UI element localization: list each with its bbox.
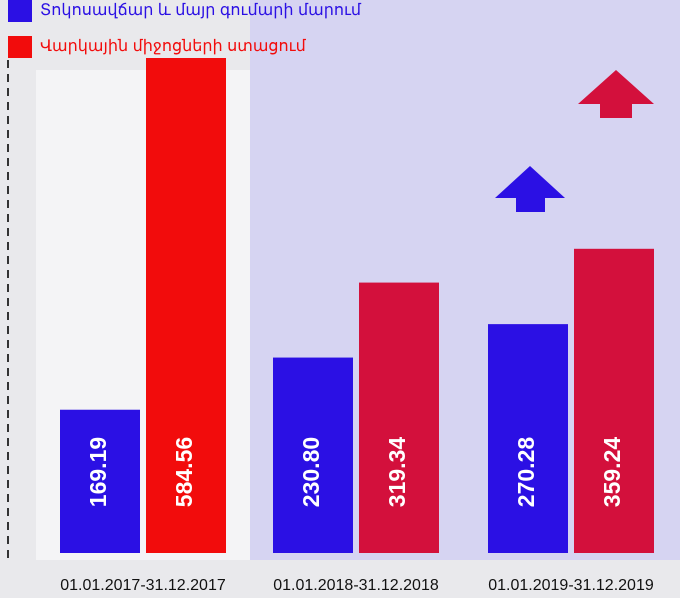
value-label: 270.28 [513, 437, 539, 508]
legend-swatch [8, 36, 32, 58]
x-tick-label: 01.01.2017-31.12.2017 [60, 577, 226, 594]
value-label: 230.80 [298, 437, 324, 507]
bar [574, 248, 654, 553]
value-label: 319.34 [384, 437, 410, 508]
arrow-up [578, 70, 654, 118]
legend-swatch [8, 0, 32, 22]
bar [359, 282, 439, 553]
legend-label: Վարկային միջոցների ստացում [40, 38, 307, 55]
value-label: 169.19 [85, 437, 111, 507]
legend-label: Տոկոսավճար և մայր գումարի մարում [40, 2, 362, 19]
value-label: 359.24 [599, 437, 625, 508]
value-label: 584.56 [171, 437, 197, 507]
bar [488, 324, 568, 553]
bar [146, 58, 226, 553]
bar [273, 357, 353, 553]
x-tick-label: 01.01.2019-31.12.2019 [488, 577, 654, 594]
x-tick-label: 01.01.2018-31.12.2018 [273, 577, 439, 594]
bar [60, 409, 140, 553]
arrow-up [495, 166, 565, 212]
